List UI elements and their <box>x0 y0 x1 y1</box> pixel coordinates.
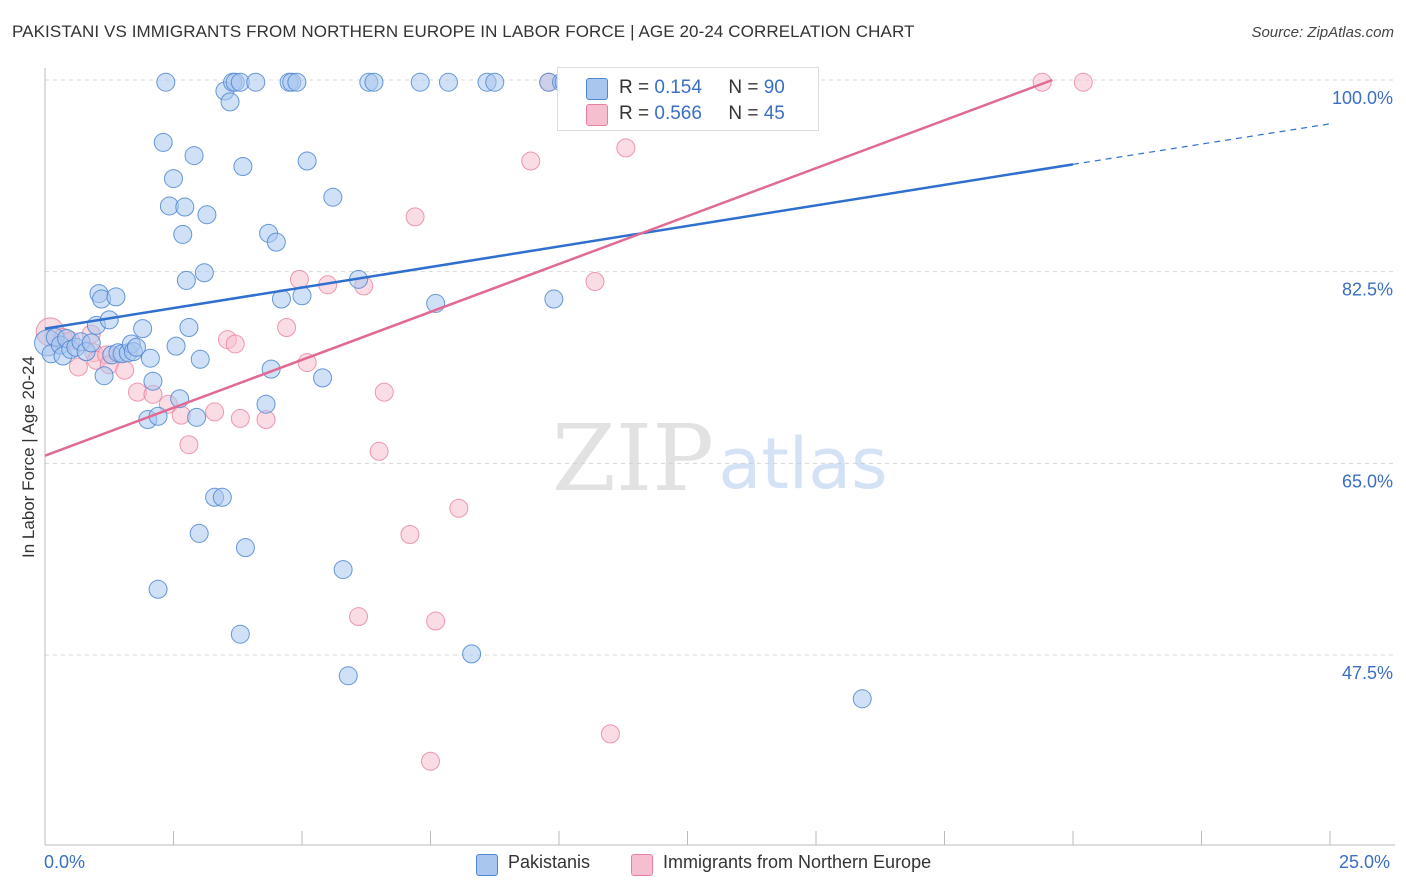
data-point-pakistanis <box>235 538 255 558</box>
data-point-pakistanis <box>94 366 114 386</box>
data-point-pakistanis <box>338 666 358 686</box>
data-point-pakistanis <box>166 336 186 356</box>
data-point-pakistanis <box>438 72 458 92</box>
data-point-pakistanis <box>333 560 353 580</box>
y-axis-title: In Labor Force | Age 20-24 <box>19 356 38 558</box>
data-point-immigrants <box>585 272 605 292</box>
data-point-immigrants <box>616 138 636 158</box>
data-point-pakistanis <box>297 151 317 171</box>
y-tick-label: 65.0% <box>1342 471 1393 491</box>
data-point-pakistanis <box>156 72 176 92</box>
legend-r-value-pakistanis: 0.154 <box>654 77 702 98</box>
data-point-pakistanis <box>364 72 384 92</box>
y-tick-label: 47.5% <box>1342 663 1393 683</box>
legend-r-value-immigrants: 0.566 <box>654 103 702 124</box>
x-tick-label-min: 0.0% <box>44 852 86 872</box>
data-point-pakistanis <box>81 333 101 353</box>
trend-line-immigrants <box>44 78 1053 457</box>
data-point-pakistanis <box>148 579 168 599</box>
data-point-pakistanis <box>153 132 173 152</box>
data-point-immigrants <box>349 607 369 627</box>
watermark-zip: ZIP <box>552 405 714 512</box>
data-point-pakistanis <box>323 187 343 207</box>
data-point-immigrants <box>230 408 250 428</box>
data-point-immigrants <box>225 334 245 354</box>
data-point-pakistanis <box>246 72 266 92</box>
data-point-pakistanis <box>266 232 286 252</box>
y-tick-label: 100.0% <box>1332 88 1393 108</box>
data-point-pakistanis <box>184 146 204 166</box>
bottom-legend-swatch-immigrants <box>631 854 653 876</box>
data-point-pakistanis <box>230 624 250 644</box>
data-point-immigrants <box>289 269 309 289</box>
y-tick-labels: 47.5% 65.0% 82.5% 100.0% <box>1332 88 1393 683</box>
data-point-pakistanis <box>212 487 232 507</box>
data-point-immigrants <box>405 207 425 227</box>
legend-n-value-pakistanis: 90 <box>763 77 785 98</box>
data-point-pakistanis <box>485 72 505 92</box>
data-point-immigrants <box>277 318 297 338</box>
data-point-pakistanis <box>140 348 160 368</box>
data-point-pakistanis <box>410 72 430 92</box>
bottom-legend-label-immigrants: Immigrants from Northern Europe <box>663 852 932 872</box>
bottom-legend-label-pakistanis: Pakistanis <box>508 852 591 872</box>
data-point-immigrants <box>449 498 469 518</box>
data-point-pakistanis <box>852 689 872 709</box>
data-point-pakistanis <box>164 169 183 189</box>
data-point-immigrants <box>68 357 88 377</box>
chart-title: PAKISTANI VS IMMIGRANTS FROM NORTHERN EU… <box>12 22 915 41</box>
data-point-pakistanis <box>462 644 482 664</box>
legend-swatch-pakistanis <box>586 78 608 100</box>
data-point-pakistanis <box>179 318 199 338</box>
data-point-immigrants <box>600 724 620 744</box>
data-point-immigrants <box>369 441 389 461</box>
watermark: ZIP atlas <box>552 405 888 512</box>
data-point-pakistanis <box>189 523 209 543</box>
data-point-pakistanis <box>233 157 253 177</box>
data-point-immigrants <box>179 435 199 455</box>
data-point-immigrants <box>426 611 446 631</box>
y-tick-label: 82.5% <box>1342 280 1393 300</box>
legend-n-value-immigrants: 45 <box>763 103 785 124</box>
legend-swatch-immigrants <box>586 104 608 126</box>
data-point-pakistanis <box>190 349 210 369</box>
data-point-immigrants <box>205 402 225 422</box>
data-point-pakistanis <box>126 337 146 357</box>
data-point-immigrants <box>115 360 135 380</box>
trend-lines <box>44 78 1331 457</box>
legend-r-label: R = <box>619 103 650 124</box>
data-point-pakistanis <box>544 289 564 309</box>
data-point-pakistanis <box>176 270 196 290</box>
data-point-pakistanis <box>133 319 153 339</box>
correlation-legend: R = 0.154 N = 90 R = 0.566 N = 45 <box>557 67 819 131</box>
data-point-pakistanis <box>106 287 126 307</box>
data-point-pakistanis <box>256 394 276 414</box>
legend-n-label: N = <box>728 77 759 98</box>
data-point-pakistanis <box>287 72 307 92</box>
bottom-legend-swatch-pakistanis <box>476 854 498 876</box>
data-point-pakistanis <box>143 371 163 391</box>
data-point-immigrants <box>400 525 420 545</box>
data-point-pakistanis <box>313 368 333 388</box>
source-label: Source: ZipAtlas.com <box>1251 24 1394 41</box>
data-point-immigrants <box>421 751 440 771</box>
legend-r-label: R = <box>619 77 650 98</box>
data-point-pakistanis <box>220 92 240 112</box>
data-point-immigrants <box>1073 72 1093 92</box>
data-point-pakistanis <box>194 263 214 283</box>
legend-n-label: N = <box>728 103 759 124</box>
data-point-pakistanis <box>175 197 195 217</box>
trend-line-pakistanis-extension <box>1072 123 1331 165</box>
data-point-immigrants <box>374 382 394 402</box>
data-point-immigrants <box>521 151 541 171</box>
data-point-pakistanis <box>187 407 207 427</box>
watermark-atlas: atlas <box>718 423 887 505</box>
x-tick-label-max: 25.0% <box>1339 852 1391 872</box>
data-point-pakistanis <box>197 205 217 225</box>
axes <box>44 68 1395 846</box>
data-point-pakistanis <box>173 224 193 244</box>
trend-line-pakistanis <box>44 163 1074 330</box>
